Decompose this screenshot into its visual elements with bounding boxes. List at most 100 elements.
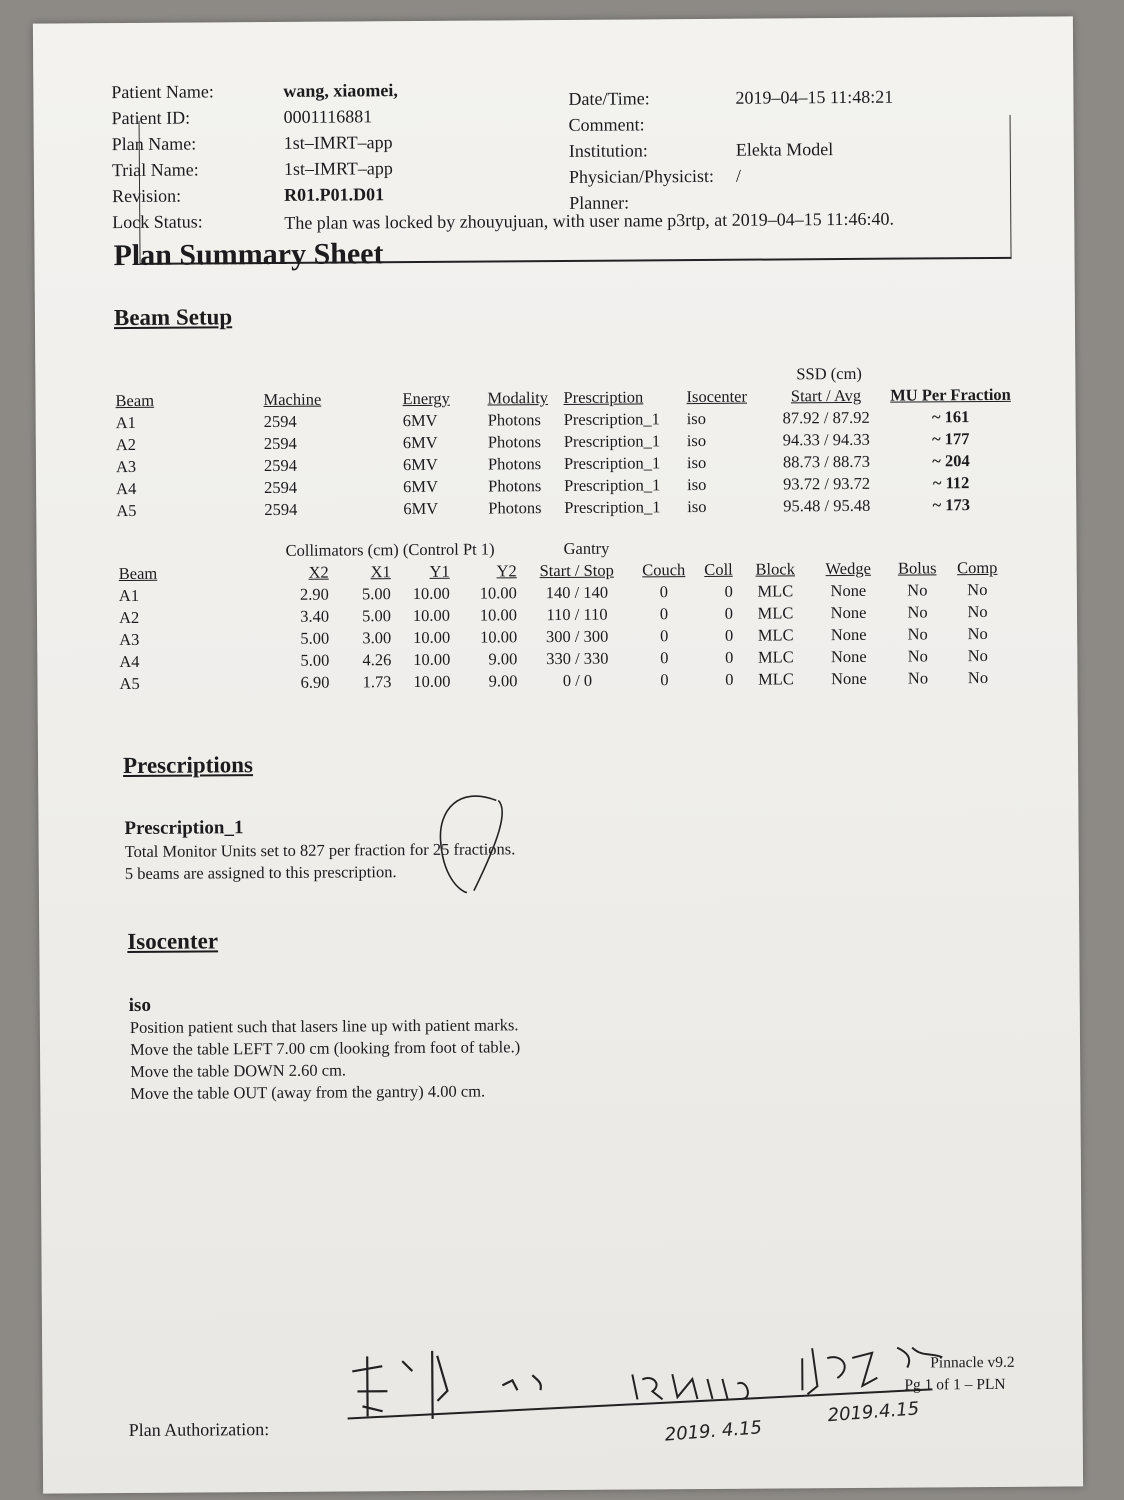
gantry-group-header: Gantry — [563, 538, 610, 558]
column-header: X1 — [370, 562, 391, 582]
prescription-name: Prescription_1 — [124, 817, 244, 840]
table-cell: A1 — [115, 412, 136, 433]
table-cell: iso — [687, 496, 707, 517]
table-cell: A3 — [119, 629, 140, 650]
table-cell: 5.00 — [361, 584, 391, 604]
column-header: Couch — [642, 560, 686, 580]
table-cell: MLC — [757, 603, 794, 623]
table-cell: A4 — [119, 651, 140, 672]
header-value: Elekta Model — [735, 139, 834, 160]
table-cell: No — [967, 667, 989, 688]
table-cell: None — [830, 602, 867, 623]
handwritten-date-1: 2019. 4.15 — [664, 1417, 763, 1446]
header-label: Revision: — [112, 185, 182, 207]
header-label: Patient Name: — [111, 81, 214, 103]
column-header: Start / Avg — [790, 385, 862, 406]
table-cell: 5.00 — [300, 628, 330, 648]
table-cell: Photons — [487, 410, 541, 430]
table-cell: 95.48 / 95.48 — [783, 495, 871, 516]
isocenter-line: Move the table DOWN 2.60 cm. — [130, 1060, 347, 1081]
table-cell: 2.90 — [299, 584, 329, 604]
table-cell: None — [830, 580, 867, 601]
table-cell: 6MV — [403, 476, 439, 497]
table-cell: 10.00 — [412, 583, 450, 604]
table-cell: A3 — [115, 456, 137, 477]
table-cell: No — [967, 579, 988, 600]
table-cell: No — [967, 601, 988, 622]
header-right-values: 2019–04–15 11:48:21 Elekta Model / — [735, 84, 894, 215]
table-cell: MLC — [757, 581, 794, 601]
table-cell: Photons — [487, 454, 542, 474]
table-cell: A2 — [118, 607, 140, 628]
column-header: Beam — [118, 563, 158, 584]
table-cell: 10.00 — [412, 627, 451, 648]
page-title: Plan Summary Sheet — [113, 237, 384, 273]
table-cell: 93.72 / 93.72 — [782, 473, 871, 494]
table-cell: 88.73 / 88.73 — [782, 451, 871, 472]
table-cell: Photons — [487, 432, 542, 452]
table-cell: 3.00 — [362, 628, 392, 648]
collimators-group-header: Collimators (cm) (Control Pt 1) — [285, 539, 495, 560]
table-cell: 2594 — [264, 499, 298, 520]
table-cell: No — [907, 602, 928, 622]
table-cell: 9.00 — [488, 649, 518, 669]
column-header: MU Per Fraction — [890, 384, 1011, 405]
table-cell: None — [831, 668, 867, 689]
table-cell: 0 — [724, 581, 733, 601]
table-cell: Prescription_1 — [563, 431, 661, 451]
table-cell: 87.92 / 87.92 — [782, 407, 870, 428]
beam-setup-heading: Beam Setup — [113, 304, 233, 331]
header-left-labels: Patient Name: Patient ID: Plan Name: Trial … — [111, 78, 214, 209]
table-cell: 0 — [724, 603, 734, 623]
table-cell: 6MV — [402, 454, 438, 475]
header-value: / — [735, 165, 742, 186]
table-cell: Prescription_1 — [563, 409, 660, 429]
header-label: Trial Name: — [111, 159, 199, 181]
table-cell: 140 / 140 — [545, 582, 609, 603]
column-header: Beam — [115, 390, 155, 411]
table-cell: 94.33 / 94.33 — [782, 429, 870, 450]
header-label: Comment: — [568, 114, 645, 135]
signature-area — [347, 1346, 943, 1420]
table-cell: 2594 — [264, 477, 298, 498]
header-value: R01.P01.D01 — [284, 184, 385, 205]
column-header: Block — [755, 559, 795, 579]
header-value: 2019–04–15 11:48:21 — [735, 86, 894, 108]
table-cell: ~ 177 — [932, 429, 970, 449]
header-label: Plan Name: — [111, 133, 197, 155]
table-cell: 10.00 — [412, 605, 451, 626]
table-cell: 330 / 330 — [546, 648, 609, 669]
table-cell: Prescription_1 — [564, 497, 661, 517]
table-cell: 0 — [660, 648, 669, 668]
table-cell: A1 — [118, 585, 140, 606]
table-cell: Prescription_1 — [564, 475, 661, 495]
table-cell: 6.90 — [300, 672, 330, 692]
header-value: 1st–IMRT–app — [283, 158, 393, 179]
table-cell: 6MV — [402, 410, 438, 431]
header-value: 0001116881 — [283, 106, 373, 127]
header-right-labels: Date/Time: Comment: Institution: Physician/… — [568, 85, 714, 216]
table-cell: 0 — [725, 647, 734, 667]
table-cell: None — [830, 646, 867, 667]
table-cell: No — [967, 645, 988, 666]
header-label: Date/Time: — [568, 88, 650, 109]
header-value: wang, xiaomei, — [283, 80, 398, 101]
isocenter-text: Position patient such that lasers line u… — [130, 1014, 521, 1105]
table-cell: MLC — [757, 625, 794, 645]
table-cell: 300 / 300 — [545, 626, 609, 647]
table-cell: No — [907, 580, 928, 600]
table-cell: A4 — [116, 478, 137, 499]
table-cell: 0 — [724, 625, 734, 645]
collimator-table: Collimators (cm) (Control Pt 1) Gantry Bea… — [118, 535, 1005, 695]
table-cell: No — [907, 668, 929, 688]
table-cell: 5.00 — [300, 650, 330, 670]
table-cell: No — [967, 623, 988, 644]
header-label: Physician/Physicist: — [568, 165, 715, 187]
table-cell: A5 — [119, 673, 140, 694]
table-cell: 1.73 — [362, 672, 392, 692]
page-indicator: Pg 1 of 1 – PLN — [904, 1375, 1006, 1394]
table-cell: 0 — [659, 582, 669, 602]
table-cell: 3.40 — [300, 606, 330, 626]
table-cell: 10.00 — [413, 671, 451, 692]
table-cell: iso — [686, 452, 707, 473]
